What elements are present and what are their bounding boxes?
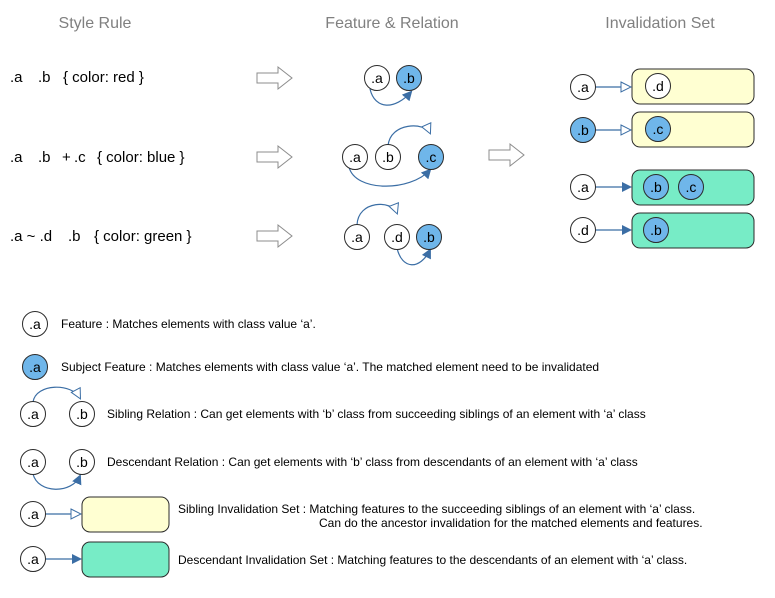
- header-feature-relation: Feature & Relation: [325, 15, 458, 32]
- set-key-label: .b: [577, 122, 589, 138]
- legend-descendant-invalidation-set: .a Descendant Invalidation Set : Matchin…: [20, 541, 687, 578]
- header-style-rule: Style Rule: [59, 15, 132, 32]
- legend-node-label: .a: [27, 406, 39, 422]
- legend-subject-feature: .a Subject Feature : Matches elements wi…: [22, 354, 599, 380]
- header-invalidation-set: Invalidation Set: [605, 15, 715, 32]
- rule-2-selector-b: .b: [38, 149, 51, 166]
- legend-sibling-relation: .a .b Sibling Relation : Can get element…: [20, 386, 646, 427]
- set-key-label: .a: [577, 79, 589, 95]
- subject-feature-node: .c: [418, 144, 444, 170]
- feature-node-label: .a: [371, 70, 383, 86]
- style-rule-1: .a .b { color: red }: [10, 69, 144, 86]
- set-key-label: .a: [577, 179, 589, 195]
- features-to-sets-arrow: [488, 142, 525, 168]
- descendant-invalidation-set-a: .a .b .c: [570, 169, 755, 206]
- rule-3-transform-arrow: [256, 223, 293, 249]
- feature-node-label: .a: [349, 149, 361, 165]
- rule-1-declaration: { color: red }: [63, 69, 144, 86]
- set-key-label: .d: [577, 222, 589, 238]
- legend-node-label: .b: [76, 454, 88, 470]
- legend-node-label: .a: [27, 551, 39, 567]
- legend-descendant-relation-text: Descendant Relation : Can get elements w…: [107, 455, 638, 469]
- set-member-label: .c: [653, 121, 664, 137]
- subject-feature-node-label: .c: [426, 149, 437, 165]
- set-member-label: .b: [650, 222, 662, 238]
- legend-node-label: .a: [27, 454, 39, 470]
- rule-1-selector-a: .a: [10, 69, 23, 86]
- subject-feature-node-label: .b: [403, 70, 415, 86]
- rule-2-transform-arrow: [256, 144, 293, 170]
- legend-sibling-relation-text: Sibling Relation : Can get elements with…: [107, 407, 646, 421]
- feature-node: .a: [342, 144, 368, 170]
- feature-node: .d: [384, 224, 410, 250]
- feature-node: .a: [344, 224, 370, 250]
- feature-graph-3: .a .d .b: [344, 204, 442, 266]
- legend-sibling-set-text-1: Sibling Invalidation Set : Matching feat…: [178, 502, 695, 516]
- rule-1-selector-b: .b: [38, 69, 51, 86]
- rule-1-transform-arrow: [256, 65, 293, 91]
- rule-2-combinator: +: [62, 149, 71, 166]
- feature-graph-1: .a .b: [364, 65, 422, 106]
- sibling-relation-edge: [356, 204, 397, 226]
- feature-node: .a: [364, 65, 390, 91]
- legend-sibling-invalidation-set: .a Sibling Invalidation Set : Matching f…: [20, 496, 703, 533]
- rule-2-selector-a: .a: [10, 149, 23, 166]
- sibling-invalidation-set-b: .b .c: [570, 111, 755, 148]
- feature-node: .b: [375, 144, 401, 170]
- style-rule-3: .a ~ .d .b { color: green }: [10, 228, 192, 245]
- feature-node-label: .a: [351, 229, 363, 245]
- descendant-relation-edge: [369, 88, 413, 106]
- legend-descendant-set-text: Descendant Invalidation Set : Matching f…: [178, 553, 687, 567]
- legend-node-label: .a: [29, 359, 41, 375]
- feature-node-label: .d: [391, 229, 403, 245]
- feature-graph-2: .a .b .c: [342, 126, 444, 187]
- rule-3-selector-b: .b: [68, 228, 81, 245]
- rule-3-selector-a-d: .a ~ .d: [10, 228, 52, 245]
- descendant-invalidation-set-d: .d .b: [570, 212, 755, 249]
- rule-3-declaration: { color: green }: [94, 228, 192, 245]
- set-member-label: .b: [650, 179, 662, 195]
- legend-node-label: .a: [27, 506, 39, 522]
- set-member-label: .c: [686, 179, 697, 195]
- descendant-relation-edge: [396, 247, 431, 266]
- style-rule-2: .a .b + .c { color: blue }: [10, 149, 185, 166]
- set-member-label: .d: [652, 78, 664, 94]
- legend-feature: .a Feature : Matches elements with class…: [22, 311, 316, 337]
- legend-node-label: .b: [76, 406, 88, 422]
- subject-feature-node: .b: [416, 224, 442, 250]
- legend-node-label: .a: [29, 316, 41, 332]
- feature-node-label: .b: [382, 149, 394, 165]
- descendant-relation-edge: [348, 166, 432, 187]
- subject-feature-node-label: .b: [423, 229, 435, 245]
- legend-subject-feature-text: Subject Feature : Matches elements with …: [61, 360, 599, 374]
- legend-feature-text: Feature : Matches elements with class va…: [61, 317, 316, 331]
- rule-2-declaration: { color: blue }: [97, 149, 185, 166]
- legend-descendant-relation: .a .b Descendant Relation : Can get elem…: [20, 449, 638, 490]
- sibling-relation-edge: [387, 126, 430, 147]
- rule-2-selector-c: .c: [74, 149, 86, 166]
- legend-sibling-set-text-2: Can do the ancestor invalidation for the…: [319, 516, 703, 530]
- subject-feature-node: .b: [396, 65, 422, 91]
- legend: .a Feature : Matches elements with class…: [20, 311, 703, 578]
- sibling-invalidation-set-a: .a .d: [570, 68, 755, 105]
